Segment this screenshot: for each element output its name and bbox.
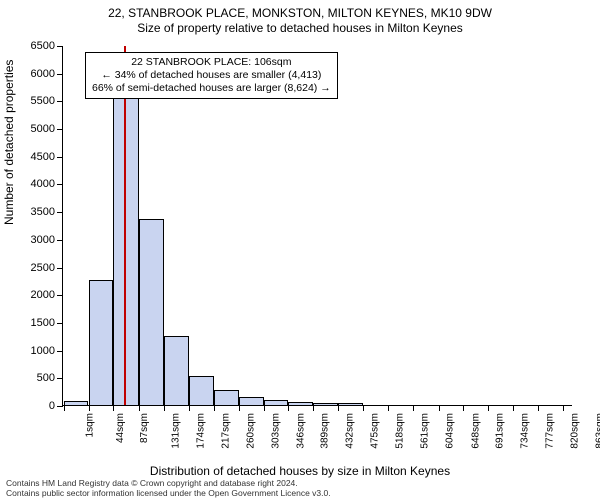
title-line-1: 22, STANBROOK PLACE, MONKSTON, MILTON KE… <box>0 6 600 20</box>
x-tick <box>113 405 114 411</box>
x-tick-label: 303sqm <box>270 413 281 449</box>
x-tick-label: 174sqm <box>195 413 206 449</box>
x-tick-label: 518sqm <box>395 413 406 449</box>
y-tick-label: 2500 <box>31 262 63 274</box>
x-tick-label: 475sqm <box>370 413 381 449</box>
histogram-bar <box>313 403 338 405</box>
y-tick-label: 5000 <box>31 123 63 135</box>
x-tick <box>89 405 90 411</box>
callout-line-2: ← 34% of detached houses are smaller (4,… <box>92 69 331 82</box>
histogram-bar <box>288 402 313 405</box>
x-tick <box>363 405 364 411</box>
property-marker-line <box>124 46 126 405</box>
y-tick-label: 1000 <box>31 345 63 357</box>
y-tick-label: 500 <box>37 372 63 384</box>
y-tick-label: 0 <box>49 400 63 412</box>
x-tick-label: 432sqm <box>345 413 356 449</box>
x-tick <box>338 405 339 411</box>
histogram-chart: 0500100015002000250030003500400045005000… <box>62 46 572 406</box>
x-tick-label: 777sqm <box>545 413 556 449</box>
y-tick-label: 5500 <box>31 95 63 107</box>
x-tick-label: 648sqm <box>470 413 481 449</box>
histogram-bar <box>139 219 164 405</box>
x-tick-label: 131sqm <box>170 413 181 449</box>
x-tick-label: 260sqm <box>245 413 256 449</box>
x-tick <box>264 405 265 411</box>
histogram-bar <box>164 336 189 405</box>
x-tick <box>139 405 140 411</box>
x-axis-label: Distribution of detached houses by size … <box>0 464 600 478</box>
histogram-bar <box>64 401 89 405</box>
x-tick-label: 691sqm <box>495 413 506 449</box>
x-tick <box>439 405 440 411</box>
y-tick-label: 3500 <box>31 206 63 218</box>
x-tick <box>513 405 514 411</box>
x-tick-label: 87sqm <box>139 413 150 443</box>
x-tick <box>164 405 165 411</box>
x-tick <box>488 405 489 411</box>
callout-line-3: 66% of semi-detached houses are larger (… <box>92 82 331 95</box>
y-tick-label: 3000 <box>31 234 63 246</box>
x-tick <box>563 405 564 411</box>
x-tick-label: 1sqm <box>84 413 95 437</box>
x-tick-label: 346sqm <box>295 413 306 449</box>
x-tick-label: 863sqm <box>595 413 600 449</box>
x-tick <box>288 405 289 411</box>
x-tick <box>313 405 314 411</box>
histogram-bar <box>214 390 239 406</box>
x-tick <box>388 405 389 411</box>
y-tick-label: 4500 <box>31 151 63 163</box>
callout-line-1: 22 STANBROOK PLACE: 106sqm <box>92 56 331 69</box>
x-tick-label: 389sqm <box>320 413 331 449</box>
x-tick-label: 44sqm <box>115 413 126 443</box>
y-tick-label: 2000 <box>31 289 63 301</box>
y-axis-label: Number of detached properties <box>2 60 16 225</box>
callout-box: 22 STANBROOK PLACE: 106sqm← 34% of detac… <box>85 52 338 99</box>
histogram-bar <box>264 400 289 405</box>
histogram-bar <box>239 397 264 405</box>
x-tick <box>64 405 65 411</box>
title-line-2: Size of property relative to detached ho… <box>0 21 600 35</box>
x-tick <box>463 405 464 411</box>
footer-attribution: Contains HM Land Registry data © Crown c… <box>6 479 331 498</box>
x-tick-label: 820sqm <box>570 413 581 449</box>
footer-line-2: Contains public sector information licen… <box>6 489 331 498</box>
x-tick-label: 217sqm <box>220 413 231 449</box>
y-tick-label: 6000 <box>31 68 63 80</box>
y-tick-label: 6500 <box>31 40 63 52</box>
y-tick-label: 1500 <box>31 317 63 329</box>
x-tick <box>239 405 240 411</box>
x-tick <box>538 405 539 411</box>
x-tick <box>189 405 190 411</box>
chart-title: 22, STANBROOK PLACE, MONKSTON, MILTON KE… <box>0 0 600 35</box>
x-tick-label: 604sqm <box>445 413 456 449</box>
histogram-bar <box>89 280 114 405</box>
x-tick-label: 561sqm <box>420 413 431 449</box>
y-tick-label: 4000 <box>31 178 63 190</box>
x-tick <box>214 405 215 411</box>
histogram-bar <box>338 403 363 405</box>
x-tick <box>413 405 414 411</box>
histogram-bar <box>189 376 214 405</box>
x-tick-label: 734sqm <box>520 413 531 449</box>
